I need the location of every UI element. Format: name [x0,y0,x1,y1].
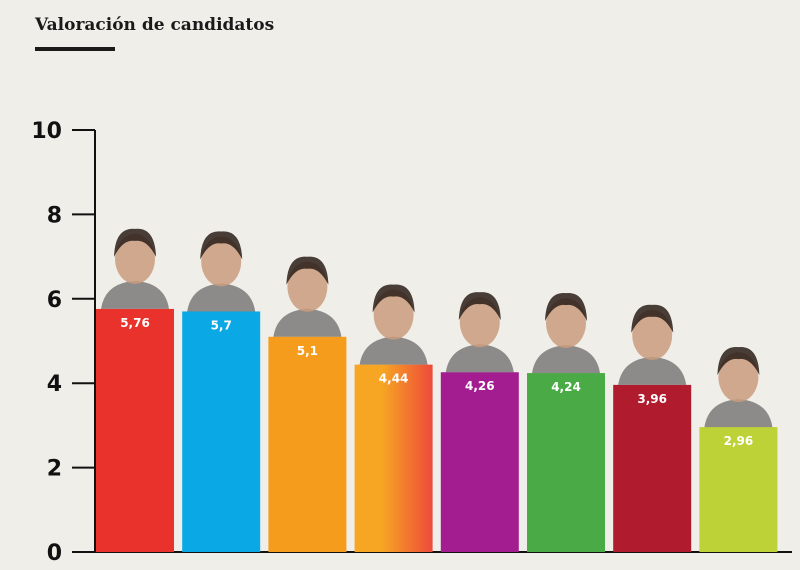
candidate-photo-icon [101,228,169,309]
candidate-head [632,309,673,360]
bar [354,364,433,552]
candidate-hair [286,256,329,285]
candidate-hair [200,231,243,260]
bar [96,308,174,552]
candidate-hair [458,292,501,321]
candidate-hair [545,292,587,322]
candidate-head [459,297,500,348]
candidate-hair [717,346,760,376]
bar [527,373,605,552]
y-tick-label: 8 [47,203,62,228]
candidate-shoulders [101,280,169,309]
bar [182,311,261,552]
candidate-head [287,261,328,312]
candidate-photo-icon [445,292,514,373]
chart-title: Valoración de candidatos [35,15,275,35]
y-tick-label: 10 [31,119,62,144]
candidate-hair [114,228,156,257]
candidate-photo-icon [532,292,600,374]
bar-value-label: 3,96 [637,392,667,406]
bar-value-label: 4,26 [465,379,495,393]
candidate-shoulders [532,345,600,374]
candidate-shoulders [704,399,773,428]
candidate-photo-icon [187,231,256,312]
bar-value-label: 4,24 [551,380,581,394]
bar-value-label: 4,44 [379,372,409,386]
candidate-hair [631,304,674,333]
bar-value-label: 5,76 [120,316,150,330]
candidate-head [546,298,586,349]
candidate-head [201,236,242,287]
candidate-photo-icon [704,346,773,428]
candidate-photo-icon [359,284,428,365]
bar [440,372,519,552]
bar [613,384,692,552]
candidate-shoulders [618,356,687,385]
candidate-shoulders [273,308,342,337]
candidate-shoulders [187,283,256,312]
title-underline [35,47,115,51]
candidate-head [115,233,155,284]
candidate-hair [372,284,415,313]
candidate-shoulders [359,336,428,365]
candidate-photo-icon [273,256,342,337]
bar-value-label: 2,96 [724,434,754,448]
bar-value-label: 5,7 [211,318,232,332]
candidate-shoulders [445,344,514,373]
candidate-head [373,289,414,340]
y-tick-label: 2 [47,457,62,482]
bar-value-label: 5,1 [297,344,318,358]
y-tick-label: 0 [47,541,62,566]
y-tick-label: 6 [47,288,62,313]
bar [699,427,778,552]
y-tick-label: 4 [47,372,62,397]
candidate-photo-icon [618,304,687,385]
candidate-head [718,352,759,403]
bar [268,336,347,552]
